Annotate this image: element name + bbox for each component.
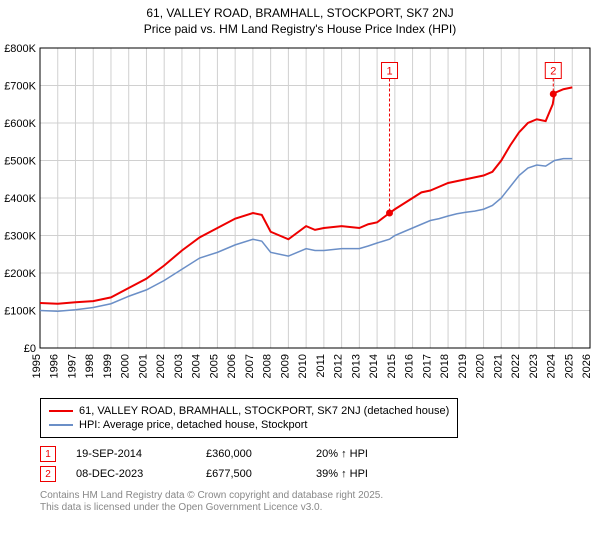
svg-text:2005: 2005 (208, 354, 220, 378)
svg-text:2023: 2023 (528, 354, 540, 378)
svg-text:£800K: £800K (4, 43, 36, 55)
svg-text:2021: 2021 (492, 354, 504, 378)
legend-item: 61, VALLEY ROAD, BRAMHALL, STOCKPORT, SK… (49, 405, 449, 417)
row-marker: 2 (40, 466, 56, 482)
legend-label: HPI: Average price, detached house, Stoc… (79, 419, 308, 431)
footer-line2: This data is licensed under the Open Gov… (40, 502, 458, 514)
table-row: 1 19-SEP-2014 £360,000 20% ↑ HPI (40, 446, 458, 462)
svg-text:2025: 2025 (563, 354, 575, 378)
marker-dot-2 (550, 90, 557, 97)
svg-text:2009: 2009 (279, 354, 291, 378)
svg-text:2003: 2003 (173, 354, 185, 378)
svg-text:2013: 2013 (350, 354, 362, 378)
svg-text:2018: 2018 (439, 354, 451, 378)
svg-text:£0: £0 (24, 343, 36, 355)
svg-text:1997: 1997 (66, 354, 78, 378)
svg-text:2014: 2014 (368, 354, 380, 378)
svg-text:2019: 2019 (457, 354, 469, 378)
svg-text:2008: 2008 (262, 354, 274, 378)
svg-text:2000: 2000 (120, 354, 132, 378)
legend: 61, VALLEY ROAD, BRAMHALL, STOCKPORT, SK… (40, 398, 458, 438)
svg-text:2006: 2006 (226, 354, 238, 378)
svg-text:2022: 2022 (510, 354, 522, 378)
svg-text:2007: 2007 (244, 354, 256, 378)
svg-text:2012: 2012 (333, 354, 345, 378)
svg-text:2017: 2017 (421, 354, 433, 378)
svg-text:2011: 2011 (315, 354, 327, 378)
svg-text:£400K: £400K (4, 193, 36, 205)
legend-swatch (49, 410, 73, 412)
row-pct: 39% ↑ HPI (316, 468, 406, 480)
svg-text:£600K: £600K (4, 118, 36, 130)
row-pct: 20% ↑ HPI (316, 448, 406, 460)
table-row: 2 08-DEC-2023 £677,500 39% ↑ HPI (40, 466, 458, 482)
legend-label: 61, VALLEY ROAD, BRAMHALL, STOCKPORT, SK… (79, 405, 449, 417)
svg-text:1999: 1999 (102, 354, 114, 378)
row-date: 08-DEC-2023 (76, 468, 186, 480)
footer-line1: Contains HM Land Registry data © Crown c… (40, 490, 458, 502)
svg-text:2004: 2004 (191, 354, 203, 378)
svg-text:2026: 2026 (581, 354, 593, 378)
svg-text:2024: 2024 (546, 354, 558, 378)
svg-text:2001: 2001 (137, 354, 149, 378)
svg-text:2002: 2002 (155, 354, 167, 378)
svg-text:2010: 2010 (297, 354, 309, 378)
svg-text:2015: 2015 (386, 354, 398, 378)
svg-text:£300K: £300K (4, 231, 36, 243)
row-marker: 1 (40, 446, 56, 462)
svg-text:£200K: £200K (4, 268, 36, 280)
footer-attribution: Contains HM Land Registry data © Crown c… (40, 490, 458, 514)
svg-text:£500K: £500K (4, 156, 36, 168)
svg-text:2016: 2016 (404, 354, 416, 378)
svg-text:2: 2 (550, 66, 556, 78)
price-events-table: 1 19-SEP-2014 £360,000 20% ↑ HPI 2 08-DEC-202… (40, 446, 458, 482)
row-price: £677,500 (206, 468, 296, 480)
svg-text:1: 1 (386, 66, 392, 78)
svg-text:£100K: £100K (4, 306, 36, 318)
marker-dot-1 (386, 210, 393, 217)
price-chart: £0 £100K £200K £300K £400K £500K £600K £700K £80… (0, 0, 600, 390)
row-price: £360,000 (206, 448, 296, 460)
legend-swatch (49, 424, 73, 426)
row-date: 19-SEP-2014 (76, 448, 186, 460)
svg-text:2020: 2020 (475, 354, 487, 378)
svg-text:1996: 1996 (49, 354, 61, 378)
svg-text:1998: 1998 (84, 354, 96, 378)
svg-text:£700K: £700K (4, 81, 36, 93)
legend-item: HPI: Average price, detached house, Stoc… (49, 419, 449, 431)
svg-text:1995: 1995 (31, 354, 43, 378)
